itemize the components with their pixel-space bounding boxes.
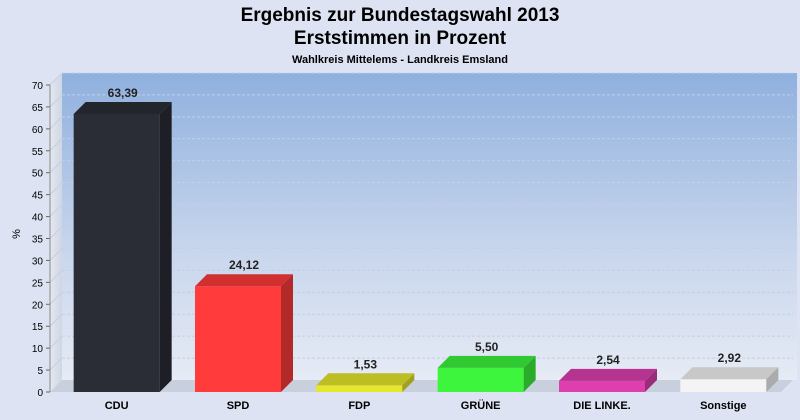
gridline-side [49,138,63,152]
bar-fdp [316,385,403,392]
bar-side [523,355,536,392]
y-tick-label: 65 [32,103,44,114]
gridline-side [49,204,63,217]
gridline-side [49,116,63,130]
y-tick-label: 0 [37,388,43,399]
bar-side [766,367,779,392]
gridline-side [49,270,63,283]
chart-subtitle: Erststimmen in Prozent [293,28,507,49]
y-axis-label: % [11,229,23,239]
bar-die-linke [559,380,645,392]
x-tick-label: Sonstige [700,400,746,412]
gridline-side [49,72,63,86]
x-tick-label: DIE LINKE. [573,400,630,412]
y-tick-label: 70 [32,81,44,92]
bar-gr-ne [437,367,524,392]
x-tick-label: SPD [227,400,250,412]
y-tick-label: 30 [32,256,44,267]
y-tick-label: 15 [32,322,44,333]
y-tick-label: 60 [32,125,44,136]
data-label: 2,92 [718,351,742,365]
chart-caption: Wahlkreis Mittelems - Landkreis Emsland [292,54,508,66]
data-label: 5,50 [475,340,499,354]
gridline-side [49,357,63,371]
gridline-side [49,94,63,108]
y-tick-label: 35 [32,235,44,246]
gridline-side [49,160,63,174]
data-label: 2,54 [596,353,620,367]
bar-side [281,274,293,392]
bar-spd [195,286,281,392]
chart-title: Ergebnis zur Bundestagswahl 2013 [240,5,560,26]
gridline-side [49,226,63,239]
gridline-side [49,248,63,261]
bar-sonstige [680,379,767,392]
x-tick-label: FDP [348,400,370,412]
data-label: 1,53 [354,357,378,371]
bar-side [159,101,172,393]
y-tick-label: 10 [32,344,44,355]
bar-top [73,101,172,114]
gridline-side [49,313,63,327]
bar-top [680,367,779,380]
gridline-side [49,335,63,349]
chart-title-block: Ergebnis zur Bundestagswahl 2013 Erststi… [0,4,800,68]
bar-cdu [73,113,160,393]
y-tick-label: 50 [32,169,44,180]
y-tick-label: 5 [37,366,43,377]
x-tick-label: CDU [105,400,129,412]
bar-top [195,274,293,287]
x-tick-label: GRÜNE [461,399,501,412]
bar-top [316,373,415,386]
y-tick-label: 40 [32,213,44,224]
data-label: 24,12 [229,258,259,272]
bar-side [645,368,657,392]
plot-area: 0 5 10 15 20 25 30 35 40 45 50 55 60 65 70 63,39 CDU 24,1… [32,72,797,412]
y-tick-label: 25 [32,278,44,289]
data-label: 63,39 [108,86,138,100]
y-tick-label: 45 [32,191,44,202]
gridline-side [49,182,63,195]
y-tick-label: 55 [32,147,44,158]
gridline-side [49,291,63,305]
y-tick-label: 20 [32,300,44,311]
bar-top [437,355,536,368]
bar-side [402,373,415,392]
bar-top [559,368,657,381]
